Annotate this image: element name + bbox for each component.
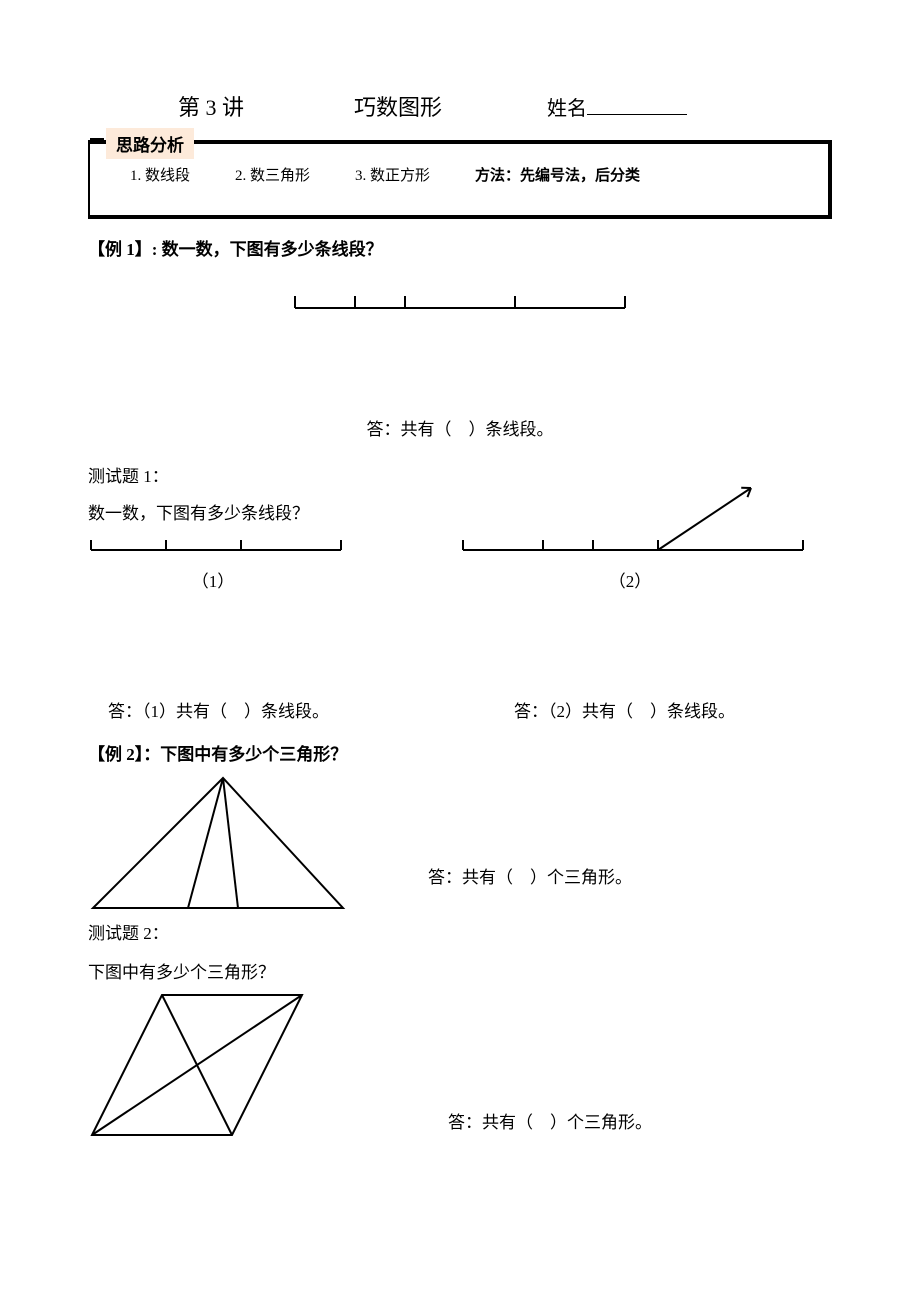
lesson-number: 第 3 讲: [178, 90, 244, 122]
test-1-col-2: （2）: [460, 534, 832, 592]
analysis-content: 1. 数线段 2. 数三角形 3. 数正方形 方法：先编号法，后分类: [130, 162, 813, 185]
test-2-row: 答：共有（ ）个三角形。: [88, 991, 832, 1141]
name-label: 姓名: [547, 92, 587, 121]
page-header: 第 3 讲 巧数图形 姓名: [88, 90, 832, 122]
test-2-figure: [88, 991, 308, 1141]
test-1-col-1: （1）: [88, 534, 460, 592]
name-input-line[interactable]: [587, 114, 687, 115]
example-1-answer: 答：共有（ ）条线段。: [88, 415, 832, 440]
analysis-box-label: 思路分析: [106, 128, 194, 159]
test-1-answer-1: 答：（1）共有（ ）条线段。: [108, 697, 329, 722]
test-1-answers: 答：（1）共有（ ）条线段。 答：（2）共有（ ）条线段。: [88, 697, 832, 722]
test-1-figure-1: [88, 534, 348, 558]
analysis-item-1: 1. 数线段: [130, 164, 190, 185]
example-2-figure: [88, 773, 348, 913]
test-2-title: 测试题 2：: [88, 919, 832, 944]
example-2-title: 【例 2】：下图中有多少个三角形？: [88, 740, 832, 765]
test-2-answer: 答：共有（ ）个三角形。: [448, 1108, 652, 1133]
test-1-figures: （1） （2）: [88, 534, 832, 592]
analysis-method: 方法：先编号法，后分类: [475, 164, 640, 185]
analysis-box: 思路分析 1. 数线段 2. 数三角形 3. 数正方形 方法：先编号法，后分类: [88, 140, 832, 219]
example-1-title: 【例 1】: 数一数，下图有多少条线段？: [88, 235, 832, 260]
test-1-figure-2: [460, 468, 820, 558]
analysis-item-3: 3. 数正方形: [355, 164, 430, 185]
lesson-title: 巧数图形: [354, 90, 442, 122]
example-2-answer: 答：共有（ ）个三角形。: [428, 863, 632, 888]
example-2-row: 答：共有（ ）个三角形。: [88, 773, 832, 913]
example-1-figure: [290, 290, 630, 320]
analysis-item-2: 2. 数三角形: [235, 164, 310, 185]
test-1-sub1-label: （1）: [88, 567, 338, 592]
test-2-question: 下图中有多少个三角形？: [88, 958, 832, 983]
test-1-sub2-label: （2）: [460, 567, 800, 592]
test-1-answer-2: 答：（2）共有（ ）条线段。: [514, 697, 735, 722]
